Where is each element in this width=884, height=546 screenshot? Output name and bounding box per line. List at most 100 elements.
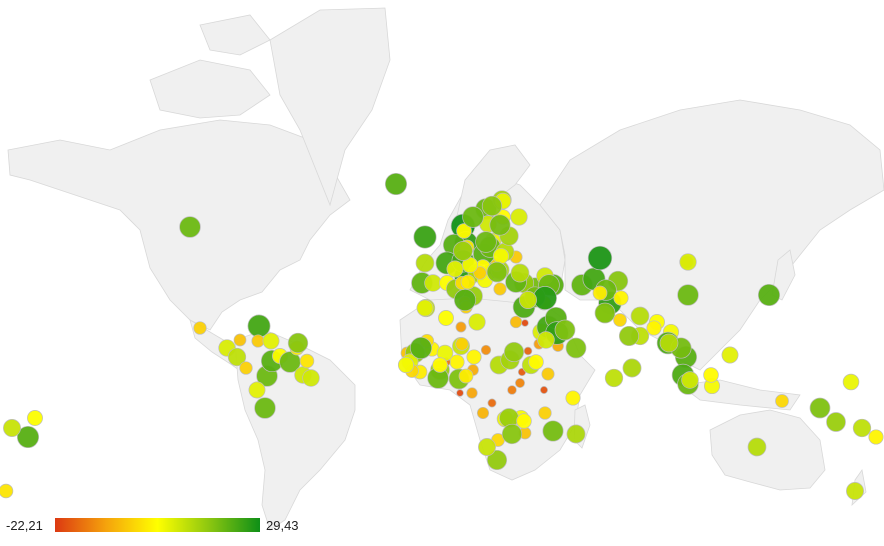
data-bubble[interactable]: [27, 410, 43, 426]
data-bubble[interactable]: [239, 361, 253, 375]
data-bubble[interactable]: [458, 368, 474, 384]
land-greenland: [269, 7, 391, 207]
data-bubble[interactable]: [533, 286, 557, 310]
data-bubble[interactable]: [251, 334, 265, 348]
data-bubble[interactable]: [486, 449, 508, 471]
data-bubble[interactable]: [540, 386, 548, 394]
data-bubble[interactable]: [592, 285, 608, 301]
data-bubble[interactable]: [455, 337, 469, 351]
data-bubble[interactable]: [542, 420, 564, 442]
data-bubble[interactable]: [521, 319, 529, 327]
data-bubble[interactable]: [254, 397, 276, 419]
data-bubble[interactable]: [775, 394, 789, 408]
data-bubble[interactable]: [528, 354, 544, 370]
data-bubble[interactable]: [613, 290, 629, 306]
data-bubble[interactable]: [613, 313, 627, 327]
data-bubble[interactable]: [507, 385, 517, 395]
data-bubble[interactable]: [757, 283, 781, 307]
data-bubble[interactable]: [302, 369, 320, 387]
data-bubble[interactable]: [868, 429, 884, 445]
data-bubble[interactable]: [721, 346, 739, 364]
data-bubble[interactable]: [566, 424, 586, 444]
data-bubble[interactable]: [537, 331, 555, 349]
data-bubble[interactable]: [480, 344, 492, 356]
data-bubble[interactable]: [565, 337, 587, 359]
data-bubble[interactable]: [846, 482, 864, 500]
data-bubble[interactable]: [413, 225, 437, 249]
data-bubble[interactable]: [446, 260, 464, 278]
data-bubble[interactable]: [453, 288, 477, 312]
data-bubble[interactable]: [456, 389, 464, 397]
data-bubble[interactable]: [3, 419, 21, 437]
data-bubble[interactable]: [594, 302, 616, 324]
data-bubble[interactable]: [509, 315, 523, 329]
data-bubble[interactable]: [227, 347, 247, 367]
data-bubble[interactable]: [510, 263, 530, 283]
data-bubble[interactable]: [193, 321, 207, 335]
data-bubble[interactable]: [492, 247, 510, 265]
data-bubble[interactable]: [416, 299, 434, 317]
data-bubble[interactable]: [384, 172, 408, 196]
data-bubble[interactable]: [466, 387, 478, 399]
data-bubble[interactable]: [554, 319, 576, 341]
data-bubble[interactable]: [565, 390, 581, 406]
data-bubble[interactable]: [0, 483, 14, 499]
data-bubble[interactable]: [747, 437, 767, 457]
data-bubble[interactable]: [487, 398, 497, 408]
data-bubble[interactable]: [489, 214, 511, 236]
data-bubble[interactable]: [703, 367, 719, 383]
data-bubble[interactable]: [481, 195, 503, 217]
data-bubble[interactable]: [179, 216, 201, 238]
data-bubble[interactable]: [501, 423, 523, 445]
data-bubble[interactable]: [262, 332, 280, 350]
data-bubble[interactable]: [475, 231, 497, 253]
data-bubble[interactable]: [287, 332, 309, 354]
data-bubble[interactable]: [397, 356, 415, 374]
data-bubble[interactable]: [516, 413, 532, 429]
data-bubble[interactable]: [462, 206, 484, 228]
data-bubble[interactable]: [604, 368, 624, 388]
data-bubble[interactable]: [415, 253, 435, 273]
data-bubble[interactable]: [523, 346, 533, 356]
data-bubble[interactable]: [679, 253, 697, 271]
legend-gradient-bar: [55, 518, 260, 532]
data-bubble[interactable]: [630, 306, 650, 326]
data-bubble[interactable]: [826, 412, 846, 432]
data-bubble[interactable]: [809, 397, 831, 419]
data-bubble[interactable]: [515, 378, 525, 388]
data-bubble[interactable]: [852, 418, 872, 438]
data-bubble[interactable]: [16, 425, 40, 449]
data-bubble[interactable]: [842, 373, 860, 391]
data-bubble[interactable]: [677, 284, 699, 306]
data-bubble[interactable]: [409, 336, 433, 360]
data-bubble[interactable]: [468, 313, 486, 331]
data-bubble[interactable]: [493, 282, 507, 296]
data-bubble[interactable]: [233, 333, 247, 347]
data-bubble[interactable]: [646, 320, 662, 336]
data-bubble[interactable]: [538, 406, 552, 420]
data-bubble[interactable]: [432, 357, 448, 373]
data-bubble[interactable]: [478, 438, 496, 456]
data-bubble[interactable]: [476, 406, 490, 420]
data-bubble[interactable]: [455, 321, 467, 333]
data-bubble[interactable]: [460, 274, 476, 290]
data-bubble[interactable]: [659, 333, 679, 353]
land-australia: [709, 409, 826, 491]
data-bubble[interactable]: [453, 241, 473, 261]
data-bubble[interactable]: [681, 371, 699, 389]
data-bubble[interactable]: [519, 291, 537, 309]
data-bubble[interactable]: [466, 349, 482, 365]
data-bubble[interactable]: [587, 245, 613, 271]
data-bubble[interactable]: [510, 208, 528, 226]
data-bubble[interactable]: [541, 367, 555, 381]
data-bubble[interactable]: [618, 325, 640, 347]
data-bubble[interactable]: [248, 381, 266, 399]
data-bubble[interactable]: [503, 341, 525, 363]
data-bubble[interactable]: [438, 310, 454, 326]
data-bubble[interactable]: [486, 261, 508, 283]
data-bubble[interactable]: [473, 266, 487, 280]
data-bubble[interactable]: [424, 274, 442, 292]
data-bubble[interactable]: [299, 353, 315, 369]
data-bubble[interactable]: [456, 223, 472, 239]
data-bubble[interactable]: [622, 358, 642, 378]
